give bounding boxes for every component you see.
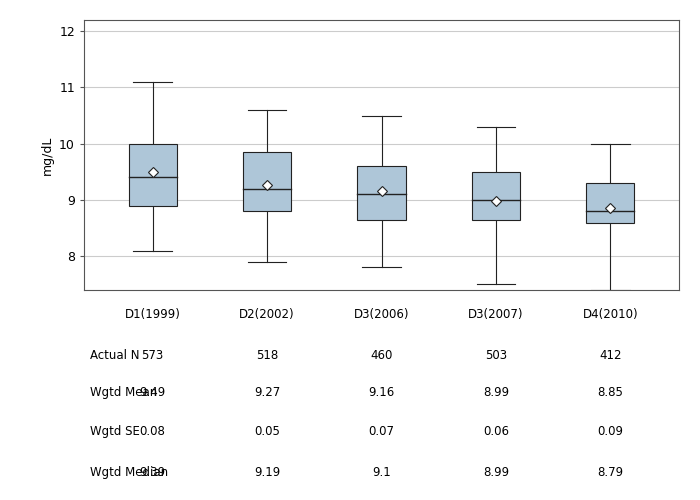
Bar bbox=[243, 152, 291, 211]
Text: 8.85: 8.85 bbox=[597, 386, 623, 399]
Text: D3(2007): D3(2007) bbox=[468, 308, 524, 321]
Text: D3(2006): D3(2006) bbox=[354, 308, 410, 321]
Text: 412: 412 bbox=[599, 349, 622, 362]
Text: 9.39: 9.39 bbox=[139, 466, 166, 479]
Text: D4(2010): D4(2010) bbox=[582, 308, 638, 321]
Text: 460: 460 bbox=[370, 349, 393, 362]
Text: 8.99: 8.99 bbox=[483, 466, 509, 479]
Text: 8.79: 8.79 bbox=[597, 466, 624, 479]
Text: 9.19: 9.19 bbox=[254, 466, 280, 479]
Text: 0.06: 0.06 bbox=[483, 425, 509, 438]
Text: 8.99: 8.99 bbox=[483, 386, 509, 399]
Text: 518: 518 bbox=[256, 349, 278, 362]
Text: 573: 573 bbox=[141, 349, 164, 362]
Text: 9.1: 9.1 bbox=[372, 466, 391, 479]
Text: Actual N: Actual N bbox=[90, 349, 139, 362]
Text: 0.08: 0.08 bbox=[140, 425, 166, 438]
Text: 9.27: 9.27 bbox=[254, 386, 280, 399]
Text: 503: 503 bbox=[485, 349, 507, 362]
Text: 0.05: 0.05 bbox=[254, 425, 280, 438]
Text: 9.49: 9.49 bbox=[139, 386, 166, 399]
Bar bbox=[358, 166, 405, 220]
Text: D2(2002): D2(2002) bbox=[239, 308, 295, 321]
Text: 0.09: 0.09 bbox=[597, 425, 623, 438]
Text: Wgtd SE: Wgtd SE bbox=[90, 425, 140, 438]
Bar bbox=[587, 183, 634, 222]
Bar bbox=[472, 172, 520, 220]
Bar bbox=[129, 144, 176, 206]
Text: 9.16: 9.16 bbox=[368, 386, 395, 399]
Text: Wgtd Mean: Wgtd Mean bbox=[90, 386, 158, 399]
Text: Wgtd Median: Wgtd Median bbox=[90, 466, 168, 479]
Text: 0.07: 0.07 bbox=[368, 425, 395, 438]
Y-axis label: mg/dL: mg/dL bbox=[41, 136, 53, 174]
Text: D1(1999): D1(1999) bbox=[125, 308, 181, 321]
